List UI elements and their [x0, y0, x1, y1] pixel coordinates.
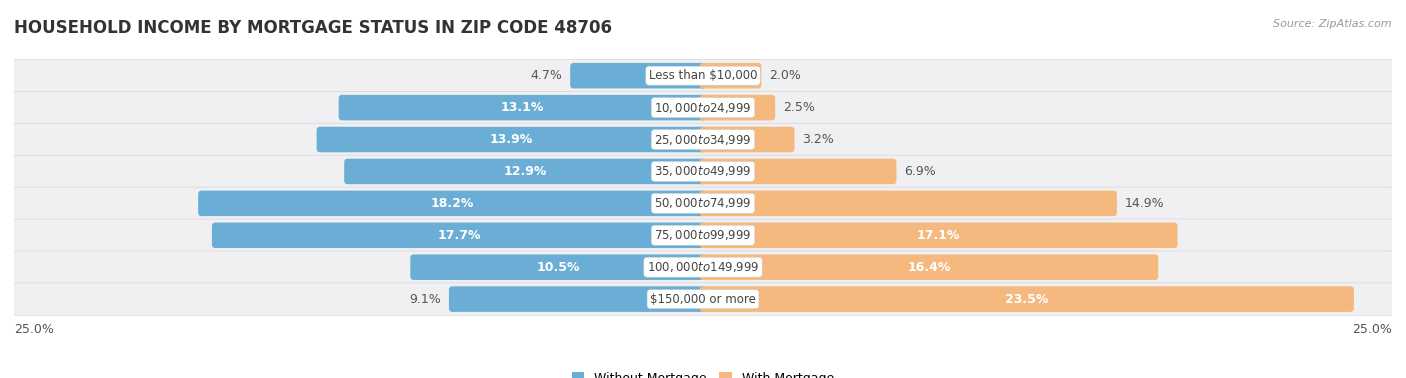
- FancyBboxPatch shape: [700, 63, 762, 88]
- Text: 2.5%: 2.5%: [783, 101, 815, 114]
- FancyBboxPatch shape: [571, 63, 706, 88]
- Text: 16.4%: 16.4%: [907, 261, 950, 274]
- Text: 4.7%: 4.7%: [530, 69, 562, 82]
- FancyBboxPatch shape: [700, 159, 897, 184]
- Text: HOUSEHOLD INCOME BY MORTGAGE STATUS IN ZIP CODE 48706: HOUSEHOLD INCOME BY MORTGAGE STATUS IN Z…: [14, 19, 612, 37]
- Text: 25.0%: 25.0%: [14, 323, 53, 336]
- Text: 25.0%: 25.0%: [1353, 323, 1392, 336]
- FancyBboxPatch shape: [11, 123, 1395, 156]
- Text: 13.9%: 13.9%: [489, 133, 533, 146]
- FancyBboxPatch shape: [198, 191, 706, 216]
- FancyBboxPatch shape: [344, 159, 706, 184]
- Text: $75,000 to $99,999: $75,000 to $99,999: [654, 228, 752, 242]
- FancyBboxPatch shape: [11, 219, 1395, 252]
- Text: $10,000 to $24,999: $10,000 to $24,999: [654, 101, 752, 115]
- Text: $35,000 to $49,999: $35,000 to $49,999: [654, 164, 752, 178]
- Legend: Without Mortgage, With Mortgage: Without Mortgage, With Mortgage: [567, 367, 839, 378]
- FancyBboxPatch shape: [700, 287, 1354, 312]
- FancyBboxPatch shape: [700, 127, 794, 152]
- Text: $25,000 to $34,999: $25,000 to $34,999: [654, 133, 752, 147]
- Text: 6.9%: 6.9%: [904, 165, 936, 178]
- FancyBboxPatch shape: [11, 91, 1395, 124]
- Text: 12.9%: 12.9%: [503, 165, 547, 178]
- Text: Source: ZipAtlas.com: Source: ZipAtlas.com: [1274, 19, 1392, 29]
- Text: $150,000 or more: $150,000 or more: [650, 293, 756, 306]
- FancyBboxPatch shape: [700, 254, 1159, 280]
- FancyBboxPatch shape: [11, 251, 1395, 284]
- FancyBboxPatch shape: [700, 223, 1178, 248]
- Text: Less than $10,000: Less than $10,000: [648, 69, 758, 82]
- FancyBboxPatch shape: [700, 191, 1116, 216]
- Text: 13.1%: 13.1%: [501, 101, 544, 114]
- FancyBboxPatch shape: [212, 223, 706, 248]
- Text: 3.2%: 3.2%: [803, 133, 834, 146]
- FancyBboxPatch shape: [411, 254, 706, 280]
- FancyBboxPatch shape: [11, 155, 1395, 188]
- Text: 18.2%: 18.2%: [430, 197, 474, 210]
- FancyBboxPatch shape: [11, 187, 1395, 220]
- FancyBboxPatch shape: [316, 127, 706, 152]
- FancyBboxPatch shape: [11, 283, 1395, 315]
- FancyBboxPatch shape: [449, 287, 706, 312]
- Text: $50,000 to $74,999: $50,000 to $74,999: [654, 196, 752, 211]
- FancyBboxPatch shape: [339, 95, 706, 120]
- Text: $100,000 to $149,999: $100,000 to $149,999: [647, 260, 759, 274]
- Text: 23.5%: 23.5%: [1005, 293, 1049, 306]
- Text: 17.1%: 17.1%: [917, 229, 960, 242]
- Text: 2.0%: 2.0%: [769, 69, 801, 82]
- Text: 10.5%: 10.5%: [537, 261, 581, 274]
- FancyBboxPatch shape: [700, 95, 775, 120]
- Text: 9.1%: 9.1%: [409, 293, 441, 306]
- Text: 17.7%: 17.7%: [437, 229, 481, 242]
- Text: 14.9%: 14.9%: [1125, 197, 1164, 210]
- FancyBboxPatch shape: [11, 59, 1395, 92]
